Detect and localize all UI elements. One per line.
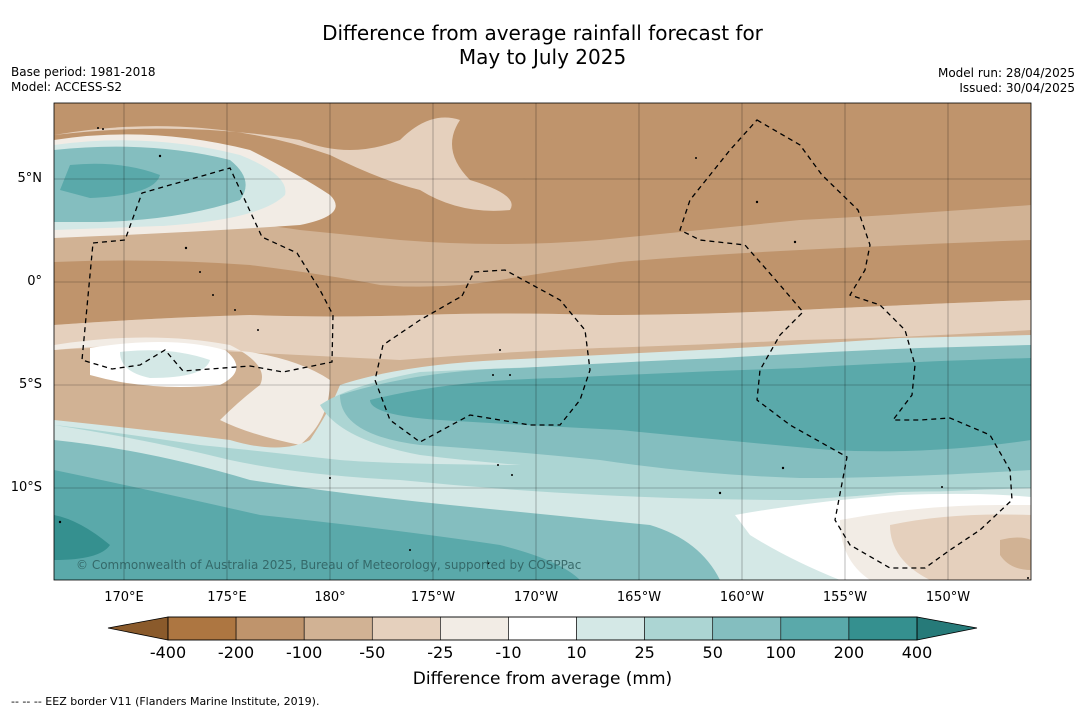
colorbar-swatch: [303, 616, 373, 641]
colorbar-tick-label: 50: [702, 643, 723, 662]
lon-label-160w: 160°W: [719, 590, 765, 605]
colorbar-tick-label: -200: [217, 643, 255, 662]
colorbar-swatch: [780, 616, 850, 641]
colorbar-swatch: [235, 616, 305, 641]
model-run: Model run: 28/04/2025: [937, 66, 1075, 80]
lat-label-10s: 10°S: [10, 480, 42, 495]
islands: [58, 127, 1029, 579]
colorbar-swatch: [508, 616, 577, 641]
eez-footnote: -- -- -- EEZ border V11 (Flanders Marine…: [11, 695, 320, 708]
lat-label-5s: 5°S: [18, 377, 42, 392]
colorbar-title: Difference from average (mm): [412, 669, 673, 689]
area-west-faint: [54, 337, 330, 445]
colorbar-tick-label: 200: [833, 643, 865, 662]
colorbar-extend-low: [107, 616, 169, 641]
band-light-north: [54, 117, 512, 211]
base-period: Base period: 1981-2018: [11, 65, 156, 79]
eez-borders: [81, 119, 1013, 569]
colorbar-swatch: [644, 616, 714, 641]
contour-field: [54, 103, 1031, 580]
model-name: Model: ACCESS-S2: [11, 80, 123, 94]
meta-left: Base period: 1981-2018 Model: ACCESS-S2: [11, 65, 156, 95]
colorbar-tick-label: 400: [901, 643, 933, 662]
colorbar-tick-label: 10: [566, 643, 587, 662]
band-brown-ne: [520, 108, 1031, 195]
title-line-1: Difference from average rainfall forecas…: [322, 21, 763, 45]
colorbar: [107, 616, 978, 641]
lat-label-5n: 5°N: [17, 171, 43, 186]
colorbar-tick-label: -100: [286, 643, 323, 662]
colorbar-swatch: [167, 616, 237, 641]
colorbar-swatch: [440, 616, 509, 641]
colorbar-tick-label: -25: [427, 643, 454, 662]
area-se-light: [890, 514, 1031, 580]
band-dry-equator: [54, 240, 1031, 325]
lon-label-175w: 175°W: [410, 590, 456, 605]
title-line-2: May to July 2025: [458, 45, 627, 69]
colorbar-frame: [167, 616, 918, 641]
colorbar-extend-high: [916, 616, 978, 641]
colorbar-tick-label: -10: [495, 643, 522, 662]
lon-label-170w: 170°W: [513, 590, 559, 605]
colorbar-swatch: [712, 616, 782, 641]
meta-right: Model run: 28/04/2025 Issued: 30/04/2025: [938, 66, 1075, 96]
graticule: [54, 103, 1031, 580]
lon-label-165w: 165°W: [616, 590, 662, 605]
colorbar-swatch: [576, 616, 645, 641]
colorbar-tick-label: 100: [765, 643, 797, 662]
colorbar-swatch: [848, 616, 918, 641]
blob-sw-400: [54, 515, 110, 560]
area-se-brown: [1000, 537, 1031, 570]
colorbar-tick-label: -50: [359, 643, 386, 662]
lon-label-170e: 170°E: [104, 590, 144, 605]
issued-date: Issued: 30/04/2025: [959, 81, 1075, 95]
band-wet-200: [370, 358, 1031, 452]
blob-nw-200: [60, 163, 160, 198]
lon-label-180: 180°: [314, 590, 346, 605]
colorbar-tick-label: -400: [149, 643, 187, 662]
band-sw-200: [54, 470, 580, 580]
lon-label-175e: 175°E: [207, 590, 247, 605]
map-title: Difference from average rainfall forecas…: [0, 21, 1085, 69]
colorbar-tick-label: 25: [634, 643, 655, 662]
copyright-notice: © Commonwealth of Australia 2025, Bureau…: [76, 558, 582, 572]
map-frame: [53, 102, 1032, 581]
colorbar-swatch: [371, 616, 441, 641]
lat-label-0: 0°: [27, 274, 42, 289]
lon-label-155w: 155°W: [822, 590, 868, 605]
lon-label-150w: 150°W: [925, 590, 971, 605]
band-light-south: [54, 300, 1031, 360]
